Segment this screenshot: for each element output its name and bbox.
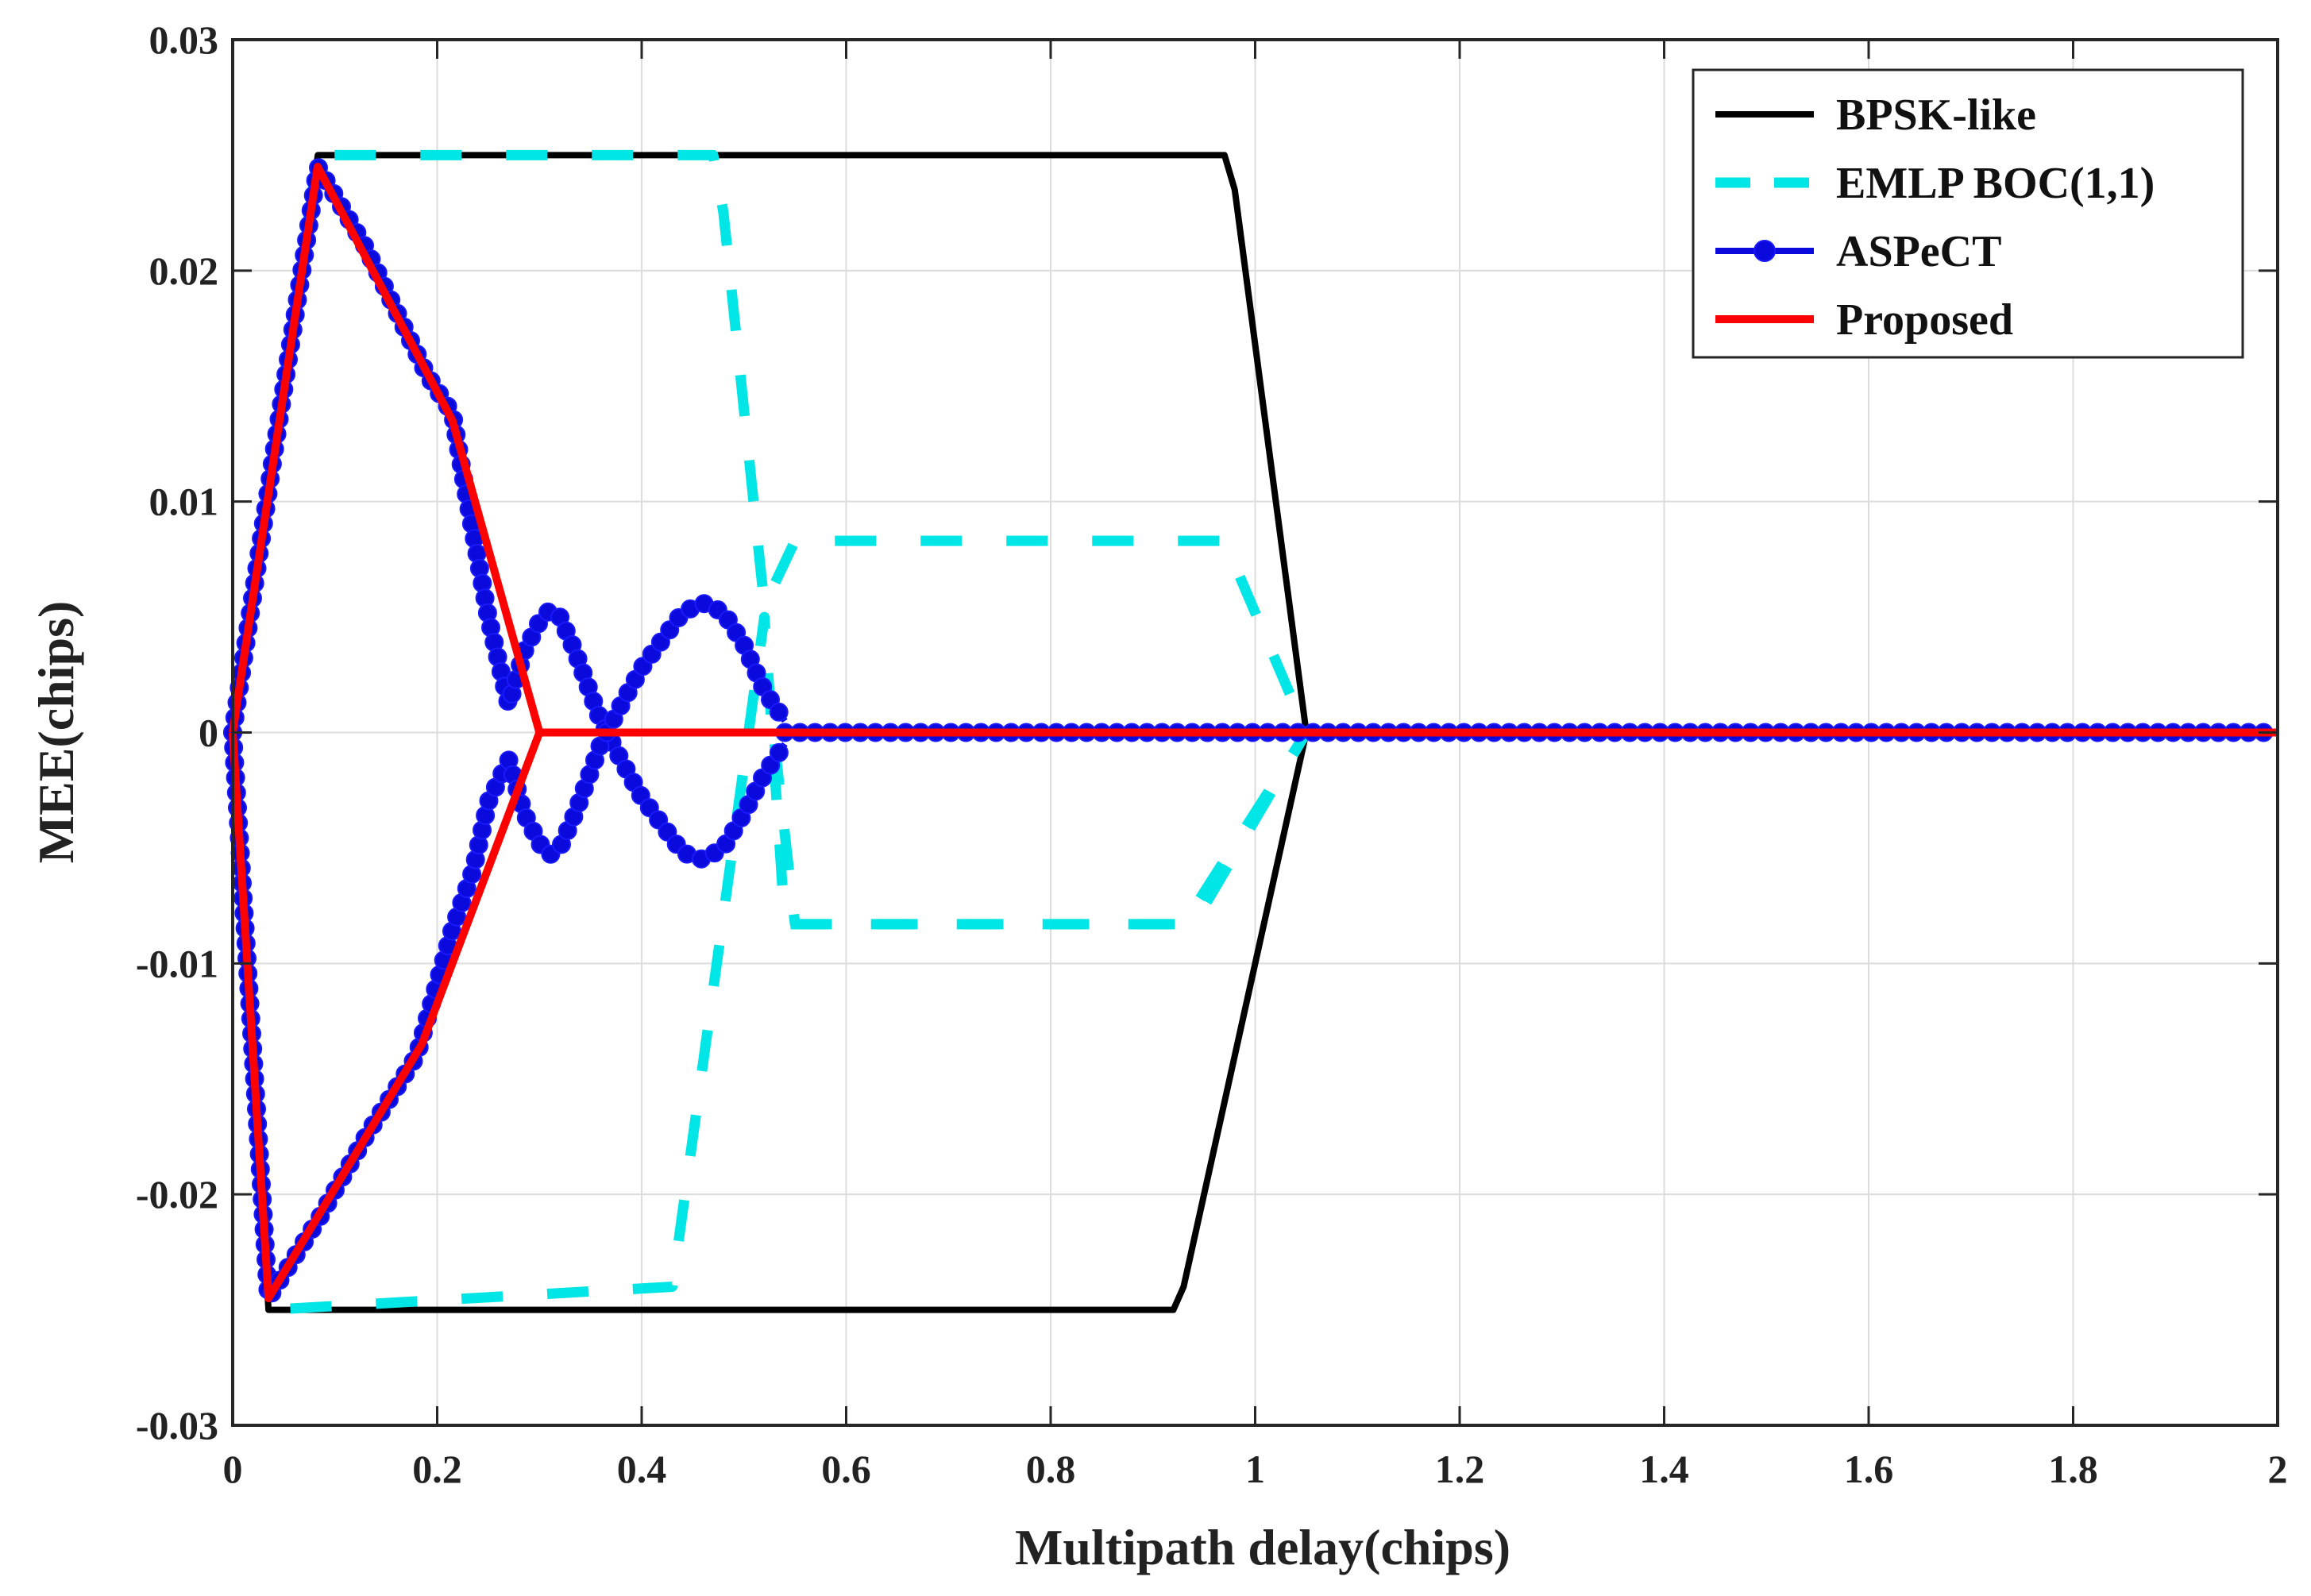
y-tick-label: -0.03	[136, 1403, 218, 1448]
series-line	[227, 611, 1311, 1316]
y-tick-label: 0.01	[149, 480, 219, 524]
x-tick-label: 0	[223, 1447, 243, 1491]
series-emlp-boc-1-1	[227, 149, 1311, 1316]
x-tick-label: 1.6	[1844, 1447, 1894, 1491]
x-tick-label: 0.6	[821, 1447, 871, 1491]
legend-label: BPSK-like	[1836, 91, 2036, 140]
series-line	[229, 731, 543, 1302]
legend-entry: ASPeCT	[1715, 227, 2001, 276]
series-line	[769, 729, 1311, 930]
legend-entry: BPSK-like	[1715, 91, 2036, 140]
legend-label: ASPeCT	[1836, 227, 2001, 276]
y-tick-label: -0.01	[136, 941, 218, 985]
x-tick-label: 2	[2268, 1447, 2288, 1491]
aspect-marker	[769, 702, 789, 722]
x-tick-label: 1.8	[2048, 1447, 2098, 1491]
x-tick-label: 0.4	[617, 1447, 667, 1491]
legend-label: EMLP BOC(1,1)	[1836, 159, 2155, 208]
x-tick-label: 0.8	[1026, 1447, 1076, 1491]
legend-marker	[1754, 240, 1776, 262]
x-tick-label: 1	[1245, 1447, 1265, 1491]
legend-box	[1692, 68, 2244, 359]
legend-entry: EMLP BOC(1,1)	[1715, 159, 2155, 208]
x-tick-labels: 0 0.2 0.4 0.6 0.8 1 1.2 1.4 1.6 1.8 2	[223, 1447, 2288, 1491]
legend-label: Proposed	[1836, 295, 2013, 345]
y-tick-label: -0.02	[136, 1172, 218, 1216]
y-axis-label: MEE(chips)	[28, 601, 84, 864]
x-axis-label: Multipath delay(chips)	[1015, 1519, 1510, 1575]
x-tick-label: 1.2	[1435, 1447, 1485, 1491]
series-layer	[223, 149, 2278, 1316]
series-line	[227, 149, 1311, 735]
x-tick-label: 0.2	[412, 1447, 462, 1491]
y-tick-label: 0.03	[149, 17, 219, 62]
y-tick-label: 0	[199, 711, 218, 755]
tick-marks	[231, 38, 2279, 1427]
series-proposed	[229, 163, 2278, 1302]
legend-entry: Proposed	[1715, 295, 2013, 345]
y-tick-label: 0.02	[149, 249, 219, 293]
aspect-marker	[769, 742, 789, 762]
y-tick-labels: -0.03 -0.02 -0.01 0 0.01 0.02 0.03	[136, 17, 218, 1448]
series-line	[229, 163, 2278, 737]
legend: BPSK-like EMLP BOC(1,1) ASPeCT Proposed	[1692, 68, 2244, 359]
x-tick-label: 1.4	[1639, 1447, 1689, 1491]
